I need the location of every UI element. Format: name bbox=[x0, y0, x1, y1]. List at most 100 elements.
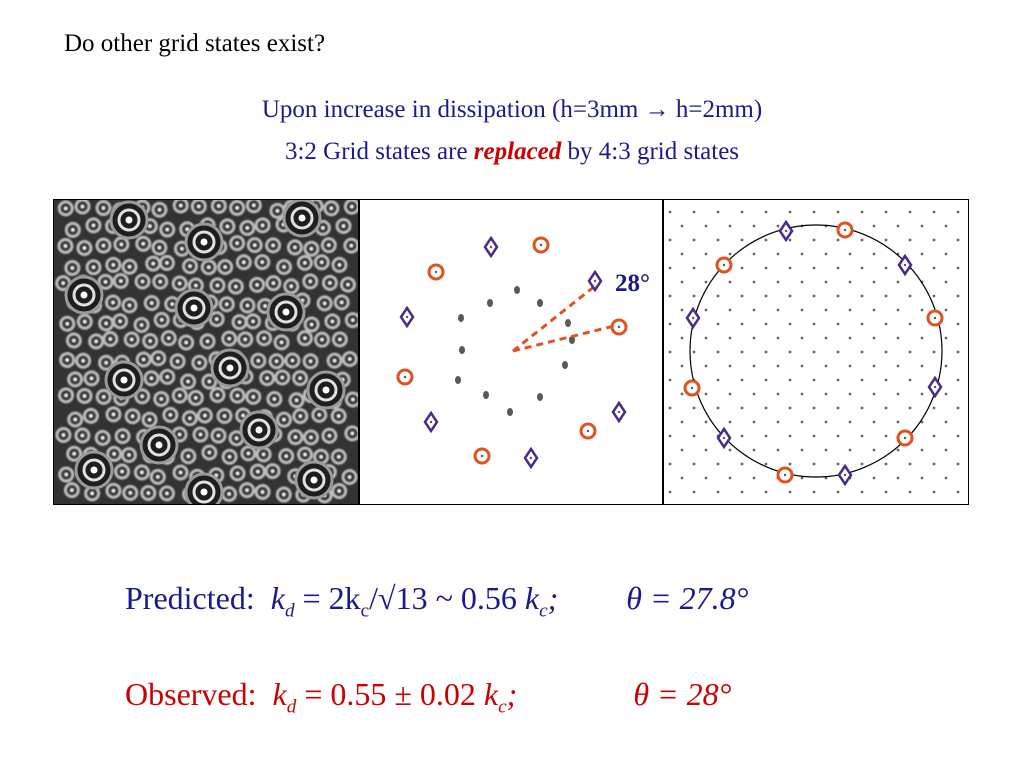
lattice-point bbox=[680, 280, 684, 284]
lattice-point bbox=[932, 490, 936, 494]
pattern-cell bbox=[105, 482, 122, 499]
lattice-point bbox=[908, 406, 912, 410]
pattern-cell-core bbox=[111, 412, 116, 417]
lattice-point bbox=[704, 252, 708, 256]
pattern-cell-core bbox=[148, 339, 153, 344]
lattice-point bbox=[908, 322, 912, 326]
lattice-point bbox=[872, 224, 876, 228]
pattern-cell-core bbox=[149, 376, 154, 381]
lattice-point bbox=[680, 448, 684, 452]
diamond-marker-dot bbox=[691, 316, 695, 320]
pattern-cell-core bbox=[234, 436, 239, 441]
lattice-point bbox=[776, 364, 780, 368]
pattern-cell bbox=[235, 254, 252, 271]
pattern-cell bbox=[82, 407, 99, 424]
pattern-cell-core bbox=[256, 358, 261, 363]
lattice-point bbox=[920, 224, 924, 228]
pattern-cell bbox=[158, 485, 175, 502]
lattice-point bbox=[956, 322, 960, 326]
lattice-point bbox=[752, 448, 756, 452]
pattern-cell bbox=[74, 200, 91, 215]
lattice-point bbox=[908, 462, 912, 466]
pattern-cell-core bbox=[279, 340, 284, 345]
lattice-point bbox=[920, 308, 924, 312]
lattice-point bbox=[860, 378, 864, 382]
lattice-point bbox=[716, 210, 720, 214]
diamond-marker-dot bbox=[722, 436, 726, 440]
predicted-semi: ; bbox=[547, 580, 559, 616]
lattice-point bbox=[824, 336, 828, 340]
lattice-point bbox=[824, 420, 828, 424]
pattern-cell bbox=[65, 332, 82, 349]
pattern-cell bbox=[98, 354, 115, 371]
pattern-cell-core bbox=[207, 379, 212, 384]
pattern-cell bbox=[105, 256, 122, 273]
pattern-cell-core bbox=[350, 397, 355, 402]
lattice-point bbox=[764, 266, 768, 270]
pattern-cell bbox=[151, 239, 168, 256]
pattern-cell-core bbox=[215, 393, 220, 398]
pattern-cell-core bbox=[317, 412, 322, 417]
pattern-cell bbox=[196, 407, 213, 424]
pattern-cell bbox=[302, 353, 319, 370]
pattern-cell bbox=[83, 370, 100, 387]
lattice-point bbox=[896, 392, 900, 396]
spectral-peak bbox=[565, 319, 571, 327]
pattern-cell bbox=[134, 273, 151, 290]
pattern-cell bbox=[237, 331, 254, 348]
pattern-target-ring bbox=[192, 230, 216, 254]
pattern-cell bbox=[265, 237, 282, 254]
pattern-cell bbox=[326, 352, 343, 369]
lattice-point bbox=[920, 336, 924, 340]
pattern-cell-core bbox=[327, 433, 332, 438]
pattern-cell-core bbox=[235, 471, 240, 476]
diamond-marker-dot bbox=[405, 315, 409, 319]
pattern-cell-core bbox=[243, 337, 248, 342]
pattern-target-ring bbox=[182, 296, 206, 320]
pattern-cell bbox=[273, 334, 290, 351]
pattern-cell bbox=[133, 316, 150, 333]
pattern-cell-core bbox=[184, 340, 189, 345]
pattern-cell bbox=[217, 258, 234, 275]
pattern-cell bbox=[114, 463, 131, 480]
pattern-target-ring bbox=[82, 458, 106, 482]
pattern-cell bbox=[112, 273, 129, 290]
pattern-cell-core bbox=[271, 281, 276, 286]
pattern-cell bbox=[330, 407, 347, 424]
pattern-cell bbox=[55, 426, 72, 443]
pattern-cell-core bbox=[235, 241, 240, 246]
pattern-cell-core bbox=[262, 336, 267, 341]
pattern-cell-core bbox=[127, 264, 132, 269]
lattice-point bbox=[944, 280, 948, 284]
pattern-cell-core bbox=[88, 413, 93, 418]
pattern-cell bbox=[66, 445, 83, 462]
lattice-point bbox=[716, 378, 720, 382]
pattern-cell-core bbox=[251, 203, 256, 208]
ring-marker-dot bbox=[933, 316, 937, 320]
pattern-cell bbox=[284, 352, 301, 369]
pattern-cell-core bbox=[350, 318, 355, 323]
pattern-cell-core bbox=[61, 432, 66, 437]
lattice-point bbox=[860, 322, 864, 326]
pattern-cell-core bbox=[270, 469, 275, 474]
ring-marker-dot bbox=[903, 436, 907, 440]
lattice-point bbox=[872, 448, 876, 452]
lattice-point bbox=[884, 266, 888, 270]
pattern-cell bbox=[178, 334, 195, 351]
pattern-target-ring bbox=[247, 418, 271, 442]
predicted-k: k bbox=[270, 580, 285, 616]
lattice-point bbox=[740, 406, 744, 410]
pattern-cell-core bbox=[65, 357, 70, 362]
pattern-cell bbox=[216, 407, 233, 424]
diamond-marker-dot bbox=[429, 420, 433, 424]
lattice-point bbox=[944, 336, 948, 340]
lattice-point bbox=[704, 448, 708, 452]
pattern-cell-core bbox=[139, 470, 144, 475]
lattice-point bbox=[704, 308, 708, 312]
observed-k2: k bbox=[483, 676, 499, 712]
fourier-spectrum-panel bbox=[359, 199, 663, 505]
pattern-cell bbox=[286, 239, 303, 256]
angle-line-2 bbox=[512, 323, 619, 353]
pattern-cell-core bbox=[118, 319, 123, 324]
pattern-cell bbox=[229, 200, 246, 216]
